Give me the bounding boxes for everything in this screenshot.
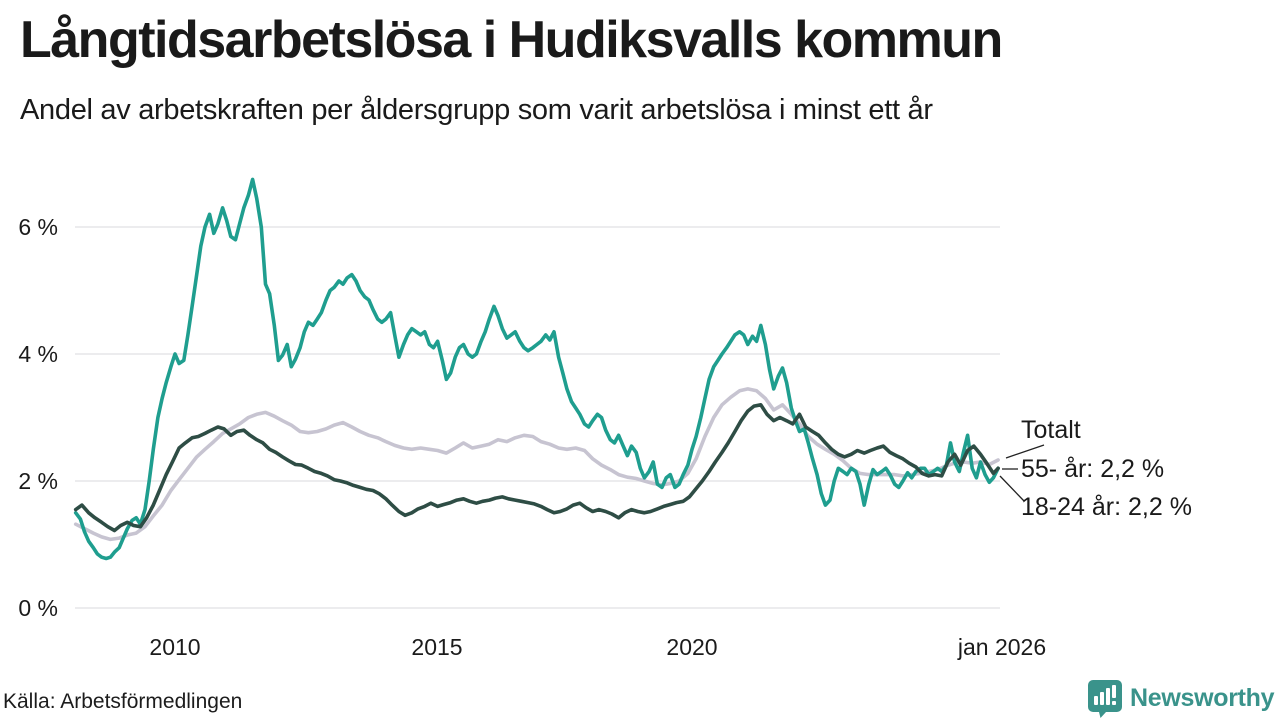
page-title: Långtidsarbetslösa i Hudiksvalls kommun — [20, 11, 1003, 69]
y-axis-tick-2: 2 % — [18, 468, 58, 494]
page-subtitle: Andel av arbetskraften per åldersgrupp s… — [20, 94, 933, 126]
newsworthy-logo-icon — [1086, 678, 1124, 718]
newsworthy-brand: Newsworthy — [1086, 678, 1275, 718]
source-note: Källa: Arbetsförmedlingen — [3, 690, 243, 713]
y-axis-tick-4: 4 % — [18, 341, 58, 367]
x-axis-tick-2020: 2020 — [666, 634, 718, 660]
series-label-55-ar: 55- år: 2,2 % — [1021, 455, 1165, 483]
y-axis-tick-0: 0 % — [18, 595, 58, 621]
series-label-totalt: Totalt — [1021, 416, 1081, 444]
x-axis-tick-2010: 2010 — [149, 634, 201, 660]
y-axis-tick-6: 6 % — [18, 214, 58, 240]
newsworthy-logo-text: Newsworthy — [1130, 683, 1275, 712]
x-axis-tick-jan-2026: jan 2026 — [957, 634, 1047, 660]
series-label-18-24-ar: 18-24 år: 2,2 % — [1021, 493, 1192, 521]
x-axis-tick-2015: 2015 — [411, 634, 463, 660]
